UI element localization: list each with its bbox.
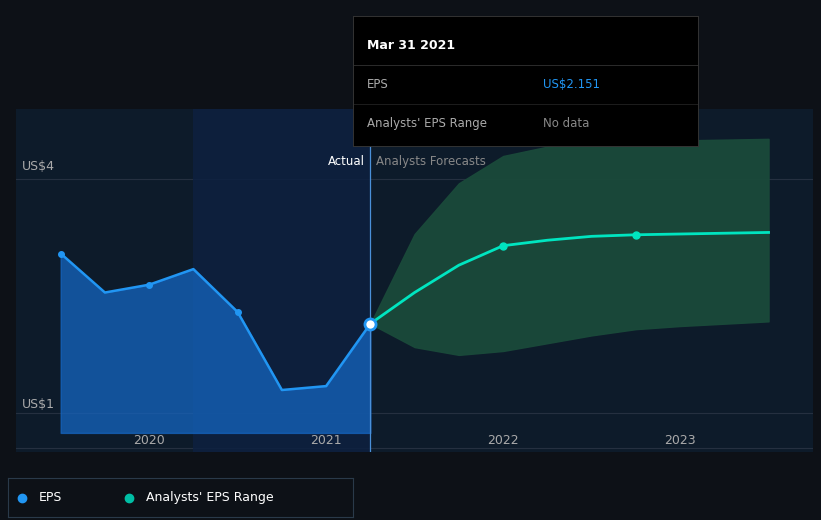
Text: Analysts' EPS Range: Analysts' EPS Range (146, 491, 273, 504)
Text: 2020: 2020 (133, 434, 165, 447)
Text: EPS: EPS (39, 491, 62, 504)
Text: Mar 31 2021: Mar 31 2021 (367, 39, 455, 52)
Text: US$2.151: US$2.151 (543, 78, 599, 91)
Text: 2021: 2021 (310, 434, 342, 447)
Text: US$4: US$4 (21, 160, 55, 173)
Text: 2022: 2022 (488, 434, 519, 447)
Text: Analysts Forecasts: Analysts Forecasts (376, 154, 485, 167)
Bar (194, 109, 370, 452)
Text: Analysts' EPS Range: Analysts' EPS Range (367, 117, 487, 130)
Text: US$1: US$1 (21, 398, 55, 411)
Text: 2023: 2023 (664, 434, 696, 447)
Text: Actual: Actual (328, 154, 365, 167)
Text: EPS: EPS (367, 78, 388, 91)
Text: No data: No data (543, 117, 589, 130)
